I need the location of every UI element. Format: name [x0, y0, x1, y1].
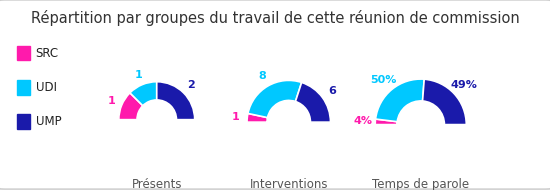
Wedge shape [130, 82, 157, 106]
Wedge shape [157, 82, 195, 120]
Wedge shape [248, 80, 301, 118]
Text: 49%: 49% [450, 80, 477, 90]
Text: Présents: Présents [131, 178, 182, 190]
Text: 8: 8 [258, 71, 266, 81]
Wedge shape [376, 79, 424, 122]
Wedge shape [247, 113, 267, 122]
Wedge shape [422, 79, 466, 125]
Text: UDI: UDI [36, 81, 57, 94]
Bar [16, 46, 30, 60]
Text: 6: 6 [328, 86, 336, 96]
Text: UMP: UMP [36, 115, 62, 128]
Text: 2: 2 [187, 80, 195, 90]
Text: 1: 1 [108, 96, 115, 106]
Text: Répartition par groupes du travail de cette réunion de commission: Répartition par groupes du travail de ce… [31, 10, 519, 25]
Text: Interventions: Interventions [250, 178, 328, 190]
Text: 1: 1 [134, 70, 142, 80]
Wedge shape [375, 119, 397, 125]
Text: 50%: 50% [371, 74, 397, 85]
Text: Temps de parole
(mots prononcés): Temps de parole (mots prononcés) [369, 178, 472, 190]
Bar [16, 114, 30, 129]
Text: 4%: 4% [353, 116, 372, 126]
Text: 1: 1 [232, 112, 239, 122]
Wedge shape [119, 93, 143, 120]
Bar [16, 80, 30, 94]
Text: SRC: SRC [36, 47, 59, 60]
Wedge shape [295, 82, 331, 122]
